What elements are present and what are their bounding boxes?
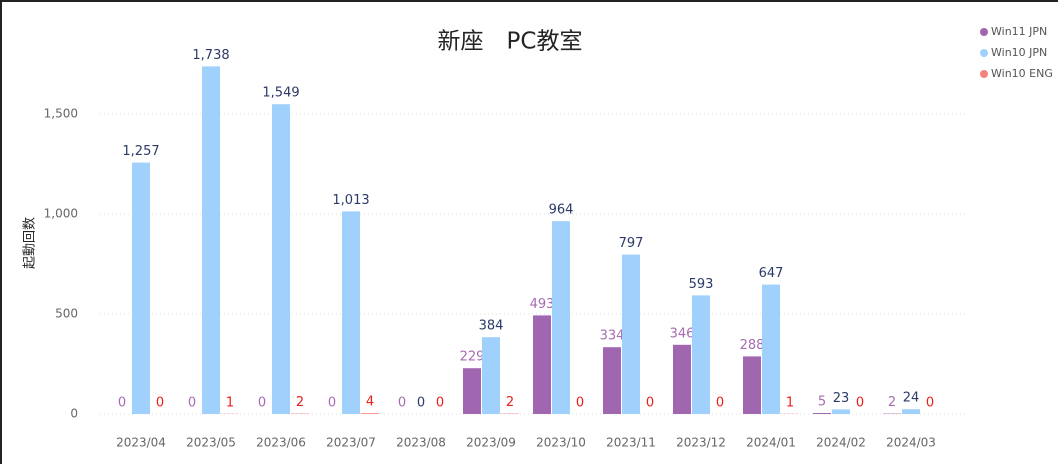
value-label: 0 — [328, 396, 336, 411]
value-label: 1 — [226, 395, 234, 410]
value-label: 0 — [576, 396, 584, 411]
legend-marker — [980, 28, 988, 36]
bar — [902, 409, 920, 414]
value-label: 0 — [398, 396, 406, 411]
legend-label: Win11 JPN — [991, 25, 1047, 38]
bar — [622, 254, 640, 414]
value-label: 0 — [436, 396, 444, 411]
legend-marker — [980, 49, 988, 57]
value-label: 647 — [759, 266, 784, 281]
x-tick-label: 2023/04 — [116, 436, 166, 450]
x-tick-label: 2023/08 — [396, 436, 446, 450]
bar — [533, 315, 551, 414]
value-label: 2 — [506, 395, 514, 410]
value-label: 0 — [646, 396, 654, 411]
y-tick-label: 500 — [55, 307, 78, 321]
value-label: 0 — [716, 396, 724, 411]
legend-label: Win10 JPN — [991, 46, 1047, 59]
bar — [361, 413, 379, 414]
value-label: 229 — [460, 350, 485, 365]
y-tick-label: 0 — [70, 407, 78, 421]
legend-label: Win10 ENG — [991, 67, 1053, 80]
value-label: 797 — [619, 236, 644, 251]
x-tick-label: 2023/07 — [326, 436, 376, 450]
x-tick-label: 2023/10 — [536, 436, 586, 450]
legend-marker — [980, 70, 988, 78]
bar — [463, 368, 481, 414]
value-label: 4 — [366, 395, 374, 410]
x-tick-label: 2024/03 — [886, 436, 936, 450]
value-label: 1,257 — [122, 144, 159, 159]
value-label: 334 — [600, 329, 625, 344]
bar — [272, 104, 290, 414]
value-label: 2 — [296, 395, 304, 410]
bar — [813, 413, 831, 414]
value-label: 384 — [479, 319, 504, 334]
value-label: 0 — [417, 396, 425, 411]
bar — [673, 344, 691, 414]
x-tick-label: 2024/02 — [816, 436, 866, 450]
bar — [482, 337, 500, 414]
bar — [743, 356, 761, 414]
value-label: 24 — [903, 391, 920, 406]
value-label: 964 — [549, 203, 574, 218]
value-label: 288 — [740, 338, 765, 353]
x-tick-label: 2023/06 — [256, 436, 306, 450]
bar — [202, 66, 220, 415]
value-label: 493 — [530, 297, 555, 312]
y-axis-label: 起動回数 — [23, 217, 38, 269]
value-label: 0 — [856, 396, 864, 411]
value-label: 1,013 — [332, 193, 369, 208]
bar — [692, 295, 710, 414]
value-label: 0 — [156, 396, 164, 411]
bar — [832, 409, 850, 414]
x-tick-label: 2024/01 — [746, 436, 796, 450]
value-label: 5 — [818, 395, 826, 410]
bar — [132, 162, 150, 414]
value-label: 2 — [888, 395, 896, 410]
bar — [603, 347, 621, 414]
value-label: 0 — [188, 396, 196, 411]
value-label: 1,549 — [262, 86, 299, 101]
bar — [762, 284, 780, 414]
x-tick-label: 2023/11 — [606, 436, 656, 450]
y-tick-label: 1,000 — [44, 207, 78, 221]
value-label: 1 — [786, 395, 794, 410]
value-label: 346 — [670, 326, 695, 341]
x-tick-label: 2023/09 — [466, 436, 516, 450]
value-label: 593 — [689, 277, 714, 292]
x-tick-label: 2023/12 — [676, 436, 726, 450]
chart-title: 新座 PC教室 — [438, 29, 583, 55]
bar — [342, 211, 360, 414]
value-label: 0 — [926, 396, 934, 411]
x-tick-label: 2023/05 — [186, 436, 236, 450]
bar — [552, 221, 570, 414]
value-label: 23 — [833, 391, 850, 406]
value-label: 0 — [258, 396, 266, 411]
value-label: 1,738 — [192, 48, 229, 63]
y-tick-label: 1,500 — [44, 107, 78, 121]
value-label: 0 — [118, 396, 126, 411]
